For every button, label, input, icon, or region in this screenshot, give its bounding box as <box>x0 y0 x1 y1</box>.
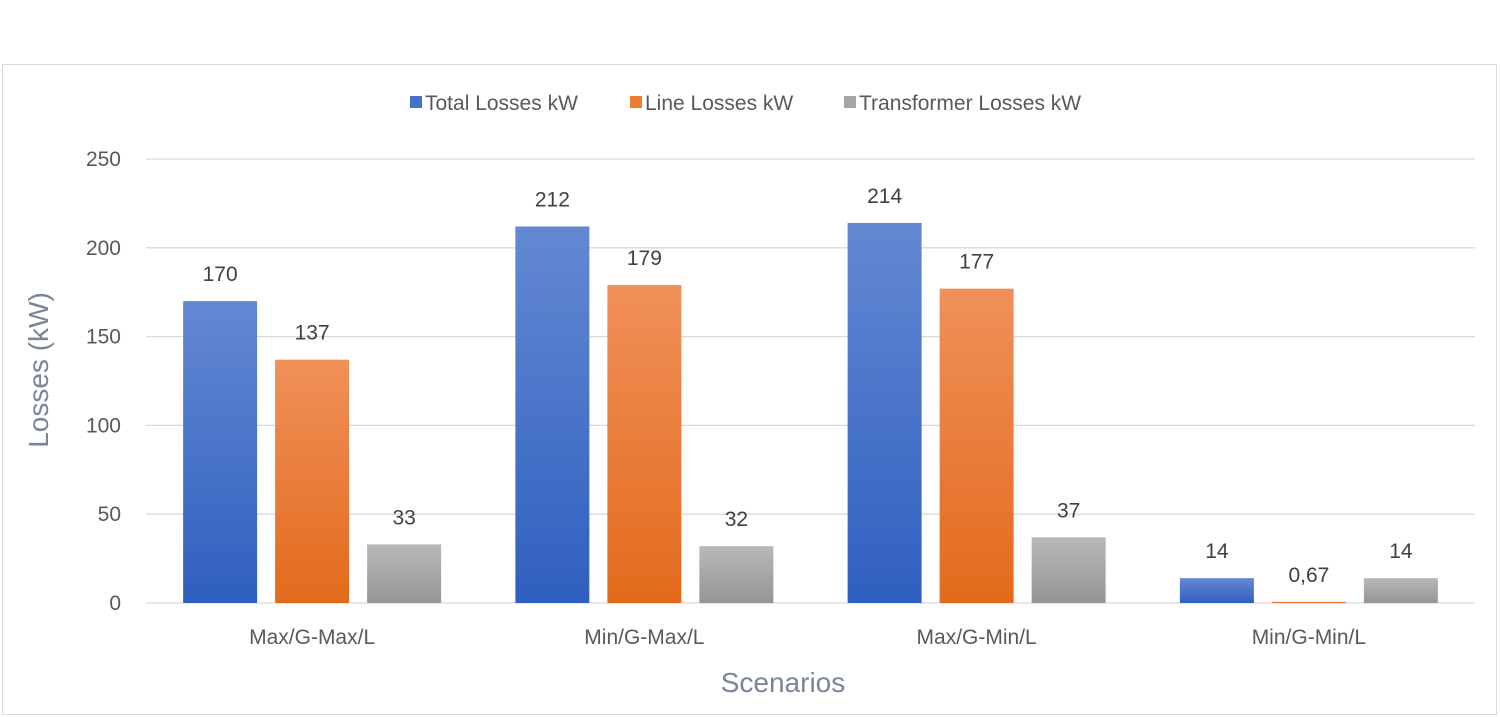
bar-line-losses-kw-min-g-max-l <box>607 285 682 603</box>
legend-label-total-losses-kw: Total Losses kW <box>425 92 578 115</box>
x-tick-label: Max/G-Max/L <box>249 626 375 649</box>
data-label-transformer-losses-kw-min-g-max-l: 32 <box>725 508 748 531</box>
cropped-caption-fragment <box>0 0 250 10</box>
legend-swatch-line-losses-kw <box>630 96 642 108</box>
data-label-line-losses-kw-max-g-min-l: 177 <box>959 251 994 274</box>
legend-swatch-total-losses-kw <box>410 96 422 108</box>
y-tick-label: 250 <box>86 148 121 171</box>
legend-swatch-transformer-losses-kw <box>844 96 856 108</box>
y-tick-label: 200 <box>86 237 121 260</box>
bar-transformer-losses-kw-min-g-min-l <box>1363 578 1438 603</box>
x-tick-label: Max/G-Min/L <box>917 626 1037 649</box>
bar-line-losses-kw-max-g-max-l <box>275 359 350 603</box>
y-tick-label: 0 <box>109 592 121 615</box>
bar-transformer-losses-kw-max-g-min-l <box>1031 537 1106 603</box>
bar-transformer-losses-kw-max-g-max-l <box>367 544 442 603</box>
y-tick-label: 100 <box>86 414 121 437</box>
y-tick-label: 50 <box>98 503 121 526</box>
bar-transformer-losses-kw-min-g-max-l <box>699 546 774 603</box>
data-label-line-losses-kw-min-g-min-l: 0,67 <box>1288 564 1329 587</box>
y-tick-label: 150 <box>86 326 121 349</box>
data-label-line-losses-kw-min-g-max-l: 179 <box>627 247 662 270</box>
data-label-line-losses-kw-max-g-max-l: 137 <box>295 322 330 345</box>
data-label-total-losses-kw-min-g-min-l: 14 <box>1205 540 1229 563</box>
x-tick-label: Min/G-Min/L <box>1252 626 1366 649</box>
y-axis-ticks: 0 50 100 150 200 250 <box>86 148 121 615</box>
data-label-total-losses-kw-max-g-min-l: 214 <box>867 185 902 208</box>
data-labels: 170 137 33 212 179 32 214 177 37 14 0,67 14 <box>203 185 1413 587</box>
data-label-total-losses-kw-min-g-max-l: 212 <box>535 188 570 211</box>
x-axis-title: Scenarios <box>721 667 846 698</box>
x-axis-ticks: Max/G-Max/L Min/G-Max/L Max/G-Min/L Min/G-M… <box>249 626 1366 649</box>
bar-line-losses-kw-max-g-min-l <box>939 288 1014 603</box>
chart-frame: Total Losses kW Line Losses kW Transformer… <box>2 64 1497 715</box>
bar-total-losses-kw-max-g-min-l <box>847 222 922 603</box>
x-tick-label: Min/G-Max/L <box>584 626 704 649</box>
legend: Total Losses kW Line Losses kW Transformer… <box>410 92 1081 115</box>
bar-total-losses-kw-max-g-max-l <box>183 301 258 603</box>
bars <box>183 222 1438 603</box>
data-label-transformer-losses-kw-min-g-min-l: 14 <box>1389 540 1413 563</box>
bar-total-losses-kw-min-g-min-l <box>1179 578 1254 603</box>
y-axis-title: Losses (kW) <box>23 292 54 448</box>
bar-line-losses-kw-min-g-min-l <box>1271 601 1346 603</box>
data-label-total-losses-kw-max-g-max-l: 170 <box>203 263 238 286</box>
legend-label-transformer-losses-kw: Transformer Losses kW <box>859 92 1081 115</box>
losses-bar-chart: Total Losses kW Line Losses kW Transformer… <box>23 92 1475 698</box>
legend-label-line-losses-kw: Line Losses kW <box>645 92 793 115</box>
data-label-transformer-losses-kw-max-g-min-l: 37 <box>1057 499 1080 522</box>
bar-total-losses-kw-min-g-max-l <box>515 226 590 603</box>
data-label-transformer-losses-kw-max-g-max-l: 33 <box>392 506 415 529</box>
